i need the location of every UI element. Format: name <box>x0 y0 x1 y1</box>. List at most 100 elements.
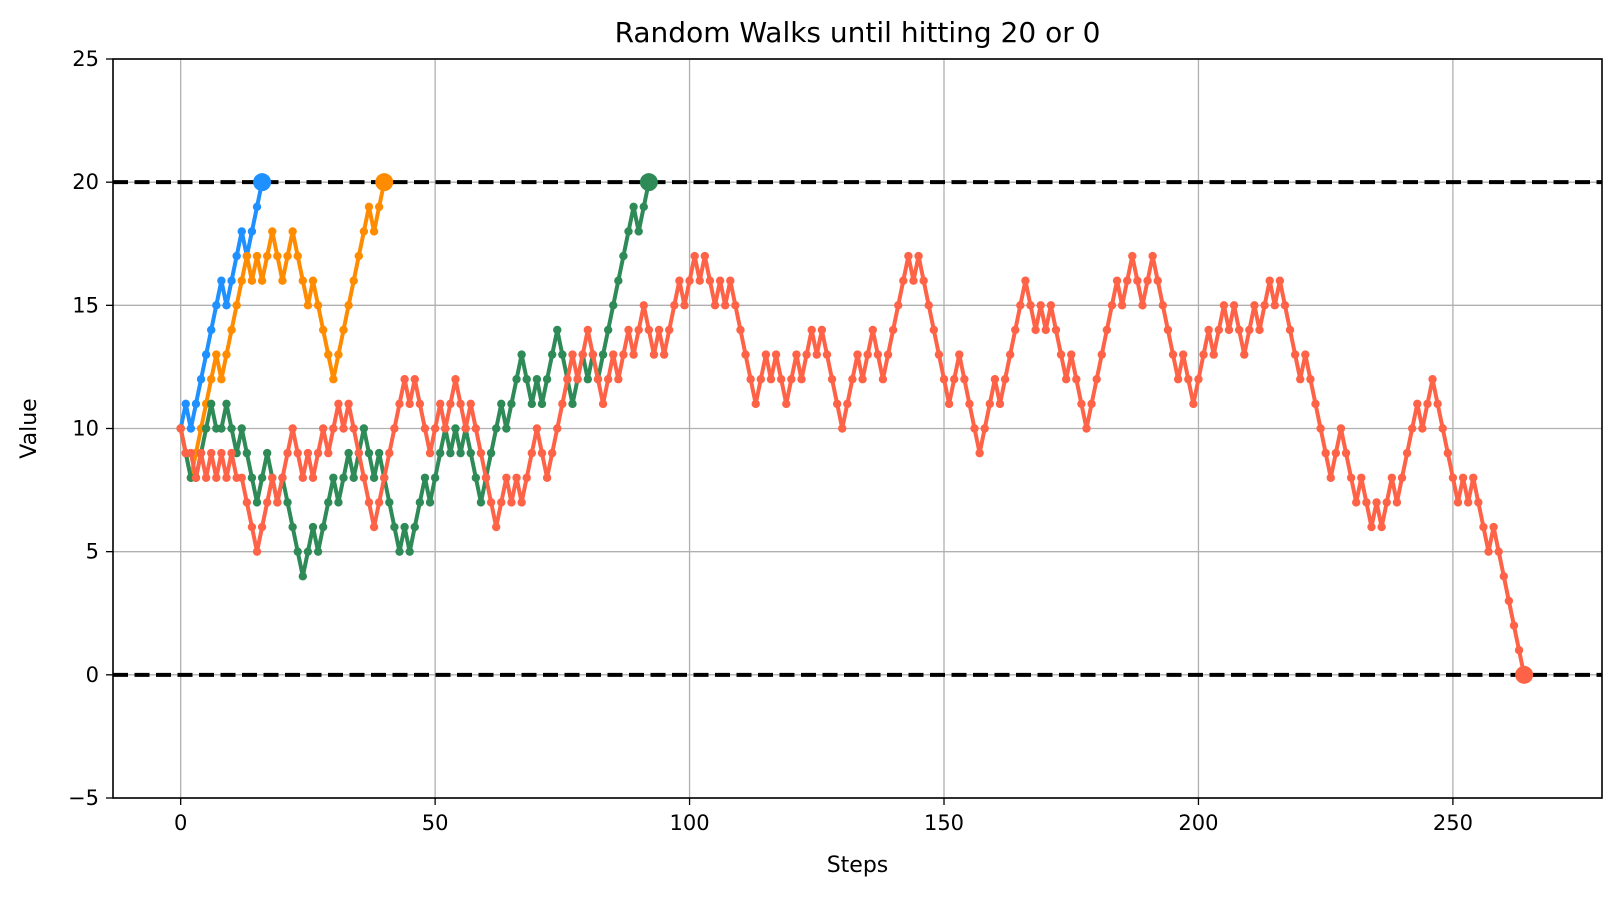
data-point <box>624 227 633 236</box>
data-point <box>832 399 842 409</box>
data-point <box>1448 473 1458 482</box>
data-point <box>822 350 832 359</box>
data-point <box>446 448 455 458</box>
data-point <box>1453 498 1463 507</box>
data-point <box>405 547 414 556</box>
data-point <box>1153 276 1162 285</box>
data-point <box>1082 424 1091 433</box>
data-point <box>634 325 643 335</box>
data-point <box>532 375 542 384</box>
data-point <box>1255 325 1264 335</box>
data-point <box>588 350 598 359</box>
data-point <box>1509 621 1519 630</box>
data-point <box>1148 251 1157 261</box>
data-point <box>547 350 557 359</box>
data-point <box>308 473 318 482</box>
data-point <box>273 251 282 261</box>
data-point <box>456 399 465 409</box>
data-point <box>354 448 363 458</box>
data-point <box>217 448 226 458</box>
data-point <box>1168 350 1178 359</box>
data-point <box>553 424 562 433</box>
data-point <box>1229 301 1239 310</box>
data-point <box>247 522 257 532</box>
data-point <box>369 227 379 236</box>
data-point <box>471 424 481 433</box>
data-point <box>812 350 821 359</box>
data-point <box>578 350 587 359</box>
data-point <box>232 301 241 310</box>
data-point <box>899 276 908 285</box>
data-point <box>1336 424 1346 433</box>
data-point <box>212 350 221 359</box>
data-point <box>659 350 669 359</box>
data-point <box>318 522 328 532</box>
data-point <box>486 448 496 458</box>
data-point <box>227 325 236 335</box>
data-point <box>476 448 486 458</box>
data-point <box>344 448 353 458</box>
data-point <box>303 301 313 310</box>
data-point <box>1463 498 1473 507</box>
data-point <box>186 424 196 433</box>
data-point <box>934 350 944 359</box>
data-point <box>349 276 358 285</box>
data-point <box>191 399 201 409</box>
data-point <box>873 350 883 359</box>
data-point <box>283 498 292 507</box>
y-tick-label: 0 <box>86 663 99 687</box>
data-point <box>949 375 959 384</box>
data-point <box>1087 399 1096 409</box>
data-point <box>481 473 491 482</box>
data-point <box>720 301 730 310</box>
data-point <box>430 424 440 433</box>
data-point <box>1443 448 1453 458</box>
data-point <box>1428 375 1437 384</box>
data-point <box>1128 251 1137 261</box>
data-point <box>1184 375 1193 384</box>
data-point <box>644 325 654 335</box>
data-point <box>960 375 969 384</box>
data-point <box>1102 325 1112 335</box>
data-point <box>1234 325 1244 335</box>
data-point <box>603 375 613 384</box>
data-point <box>1397 473 1407 482</box>
data-point <box>247 227 257 236</box>
data-point <box>1204 325 1213 335</box>
data-point <box>446 399 455 409</box>
data-point <box>1311 399 1320 409</box>
data-point <box>278 473 287 482</box>
x-tick-label: 0 <box>174 811 187 835</box>
data-point <box>624 325 633 335</box>
x-tick-label: 150 <box>924 811 964 835</box>
data-point <box>858 375 867 384</box>
data-point <box>364 448 374 458</box>
data-point <box>609 301 618 310</box>
data-point <box>339 473 348 482</box>
data-point <box>369 522 379 532</box>
data-point <box>247 276 257 285</box>
data-point <box>573 375 582 384</box>
data-point <box>1021 276 1030 285</box>
data-point <box>359 227 369 236</box>
data-point <box>1240 350 1249 359</box>
data-point <box>1117 301 1127 310</box>
y-tick-label: 5 <box>86 540 99 564</box>
data-point <box>965 399 974 409</box>
data-point <box>461 424 470 433</box>
data-point <box>212 301 221 310</box>
data-point <box>1031 325 1040 335</box>
data-point <box>1265 276 1274 285</box>
data-point <box>568 350 577 359</box>
data-point <box>547 448 557 458</box>
data-point <box>491 424 501 433</box>
data-point <box>507 498 516 507</box>
data-point <box>385 448 394 458</box>
data-point <box>1469 473 1478 482</box>
data-point <box>176 424 185 433</box>
data-point <box>522 473 531 482</box>
data-point <box>497 498 506 507</box>
data-point <box>1143 276 1152 285</box>
data-point <box>990 375 1000 384</box>
